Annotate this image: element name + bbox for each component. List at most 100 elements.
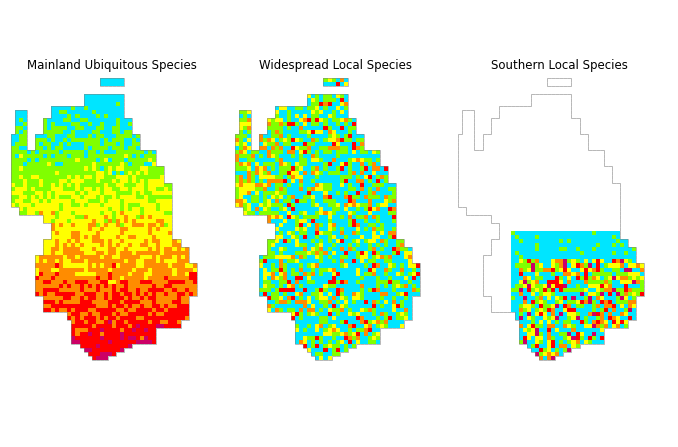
Bar <box>319 170 323 175</box>
Bar <box>344 348 348 352</box>
Bar <box>92 154 96 158</box>
Bar <box>543 191 547 195</box>
Bar <box>495 239 499 243</box>
Bar <box>124 150 128 154</box>
Bar <box>592 187 596 191</box>
Bar <box>628 316 632 320</box>
Bar <box>588 324 592 328</box>
Bar <box>336 154 340 158</box>
Bar <box>348 142 352 146</box>
Bar <box>60 284 63 288</box>
Bar <box>23 134 27 138</box>
Bar <box>567 146 572 150</box>
Bar <box>380 227 384 231</box>
Bar <box>108 304 112 308</box>
Bar <box>104 170 108 175</box>
Bar <box>580 203 584 207</box>
Bar <box>344 219 348 223</box>
Bar <box>315 272 319 276</box>
Bar <box>291 158 295 162</box>
Bar <box>247 118 251 122</box>
Bar <box>71 251 75 255</box>
Bar <box>303 280 307 284</box>
Bar <box>388 284 392 288</box>
Bar <box>376 219 380 223</box>
Bar <box>23 150 27 154</box>
Bar <box>531 332 535 336</box>
Bar <box>396 268 400 272</box>
Bar <box>180 247 184 251</box>
Bar <box>580 300 584 304</box>
Bar <box>555 162 559 166</box>
Bar <box>535 150 539 154</box>
Bar <box>303 324 307 328</box>
Bar <box>495 122 499 126</box>
Bar <box>348 150 352 154</box>
Bar <box>620 300 624 304</box>
Bar <box>503 158 507 162</box>
Bar <box>499 284 503 288</box>
Bar <box>259 154 263 158</box>
Bar <box>348 146 352 150</box>
Bar <box>344 296 348 300</box>
Bar <box>563 195 567 199</box>
Bar <box>255 203 259 207</box>
Bar <box>372 308 376 312</box>
Bar <box>523 162 527 166</box>
Bar <box>116 199 120 203</box>
Bar <box>491 292 495 296</box>
Bar <box>161 191 164 195</box>
Bar <box>499 203 503 207</box>
Bar <box>291 195 295 199</box>
Bar <box>140 235 144 239</box>
Bar <box>96 259 100 263</box>
Bar <box>384 195 388 199</box>
Bar <box>108 166 112 170</box>
Bar <box>543 288 547 292</box>
Bar <box>132 332 136 336</box>
Bar <box>539 259 543 263</box>
Bar <box>327 215 332 219</box>
Bar <box>144 288 148 292</box>
Bar <box>348 219 352 223</box>
Bar <box>323 175 327 179</box>
Bar <box>153 239 157 243</box>
Bar <box>100 280 104 284</box>
Bar <box>112 122 116 126</box>
Bar <box>584 276 588 280</box>
Bar <box>161 243 164 247</box>
Bar <box>247 162 251 166</box>
Bar <box>75 118 79 122</box>
Bar <box>275 296 279 300</box>
Bar <box>336 268 340 272</box>
Bar <box>67 272 71 276</box>
Bar <box>523 227 527 231</box>
Bar <box>600 247 604 251</box>
Bar <box>144 219 148 223</box>
Bar <box>128 304 132 308</box>
Bar <box>295 134 299 138</box>
Bar <box>291 150 295 154</box>
Bar <box>71 263 75 268</box>
Bar <box>412 272 416 276</box>
Bar <box>539 211 543 215</box>
Bar <box>640 268 644 272</box>
Bar <box>348 138 352 142</box>
Bar <box>499 268 503 272</box>
Bar <box>303 170 307 175</box>
Bar <box>547 207 551 211</box>
Bar <box>567 114 572 118</box>
Bar <box>307 312 311 316</box>
Bar <box>144 199 148 203</box>
Bar <box>144 239 148 243</box>
Bar <box>323 320 327 324</box>
Bar <box>511 122 515 126</box>
Bar <box>15 183 19 187</box>
Bar <box>239 138 243 142</box>
Bar <box>124 263 128 268</box>
Bar <box>303 195 307 199</box>
Bar <box>60 142 63 146</box>
Bar <box>616 203 620 207</box>
Bar <box>539 166 543 170</box>
Bar <box>315 336 319 340</box>
